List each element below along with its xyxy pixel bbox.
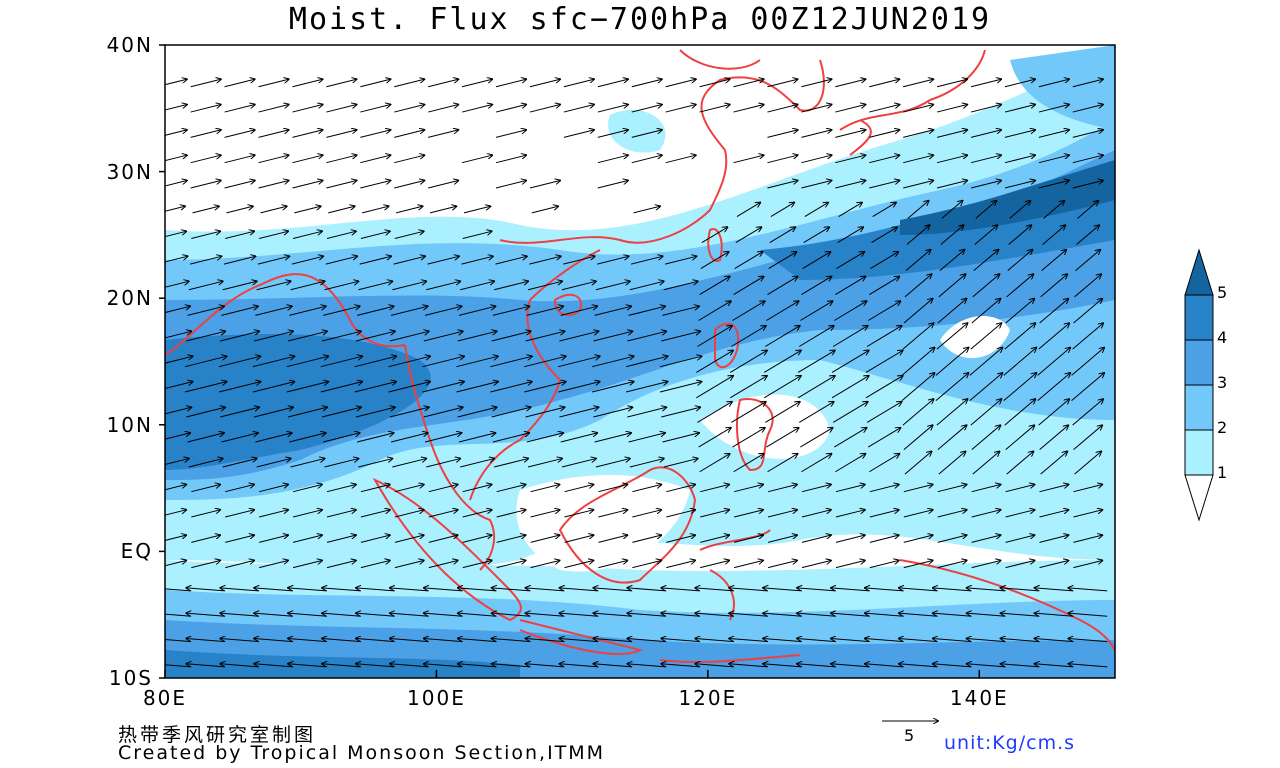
colorbar-segment [1185, 340, 1213, 385]
colorbar-label: 5 [1217, 283, 1229, 302]
colorbar-label: 4 [1217, 328, 1229, 347]
footer-credit: Created by Tropical Monsoon Section,ITMM [118, 742, 605, 764]
colorbar-segment [1185, 430, 1213, 475]
colorbar-label: 2 [1217, 418, 1229, 437]
colorbar-segment [1185, 250, 1213, 295]
lon-tick-label: 120E [678, 686, 738, 710]
lat-tick-label: EQ [85, 539, 153, 563]
unit-label: unit:Kg/cm.s [944, 732, 1075, 754]
colorbar-segment [1185, 295, 1213, 340]
lat-tick-label: 10S [85, 666, 153, 690]
lat-tick-label: 40N [85, 33, 153, 57]
lat-tick-label: 30N [85, 160, 153, 184]
colorbar-segment [1185, 385, 1213, 430]
colorbar-segment [1185, 475, 1213, 520]
lat-tick-label: 20N [85, 286, 153, 310]
lon-tick-label: 140E [949, 686, 1009, 710]
lat-tick-label: 10N [85, 413, 153, 437]
lon-tick-label: 100E [406, 686, 466, 710]
colorbar-label: 1 [1217, 463, 1229, 482]
colorbar [1185, 250, 1213, 520]
reference-vector-label: 5 [904, 726, 916, 745]
colorbar-label: 3 [1217, 373, 1229, 392]
